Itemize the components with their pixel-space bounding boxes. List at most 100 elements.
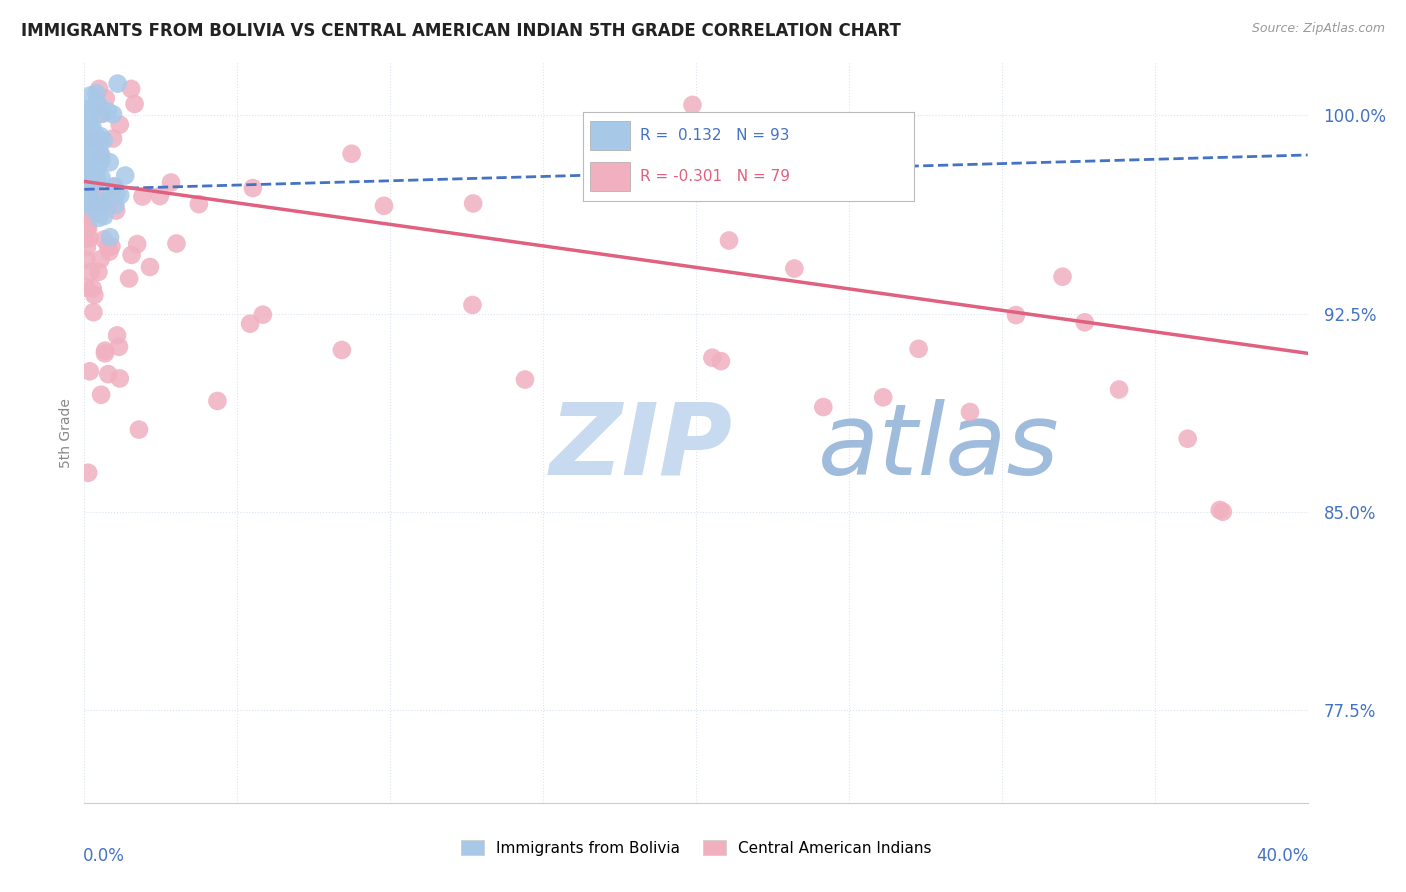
- Point: [80, 172, 103, 186]
- Point: [82, 137, 104, 152]
- Point: [77, 188, 100, 202]
- Point: [80, 171, 103, 186]
- Point: [94, 346, 117, 360]
- Point: [77, 136, 100, 150]
- Point: [84, 142, 107, 156]
- Point: [139, 260, 162, 274]
- Point: [94, 91, 117, 105]
- Point: [1177, 432, 1199, 446]
- Legend: Immigrants from Bolivia, Central American Indians: Immigrants from Bolivia, Central America…: [454, 834, 938, 862]
- Point: [93, 133, 115, 147]
- Point: [872, 390, 894, 404]
- Point: [463, 196, 485, 211]
- Point: [87, 265, 110, 279]
- Point: [87, 211, 110, 225]
- Point: [80, 170, 103, 185]
- Point: [80, 177, 103, 191]
- Point: [373, 199, 395, 213]
- Point: [86, 87, 108, 101]
- Point: [187, 197, 209, 211]
- Point: [907, 342, 929, 356]
- Point: [73, 143, 96, 157]
- Point: [84, 184, 107, 198]
- Point: [682, 98, 704, 112]
- Point: [79, 186, 101, 201]
- Point: [80, 176, 103, 190]
- Point: [166, 236, 188, 251]
- Point: [98, 244, 121, 259]
- Point: [76, 182, 98, 196]
- Text: 0.0%: 0.0%: [83, 847, 125, 865]
- Point: [959, 405, 981, 419]
- Point: [80, 88, 103, 103]
- Point: [110, 188, 132, 202]
- Point: [82, 196, 104, 211]
- Text: R = -0.301   N = 79: R = -0.301 N = 79: [640, 169, 790, 184]
- Point: [77, 221, 100, 235]
- Point: [86, 173, 108, 187]
- Point: [83, 288, 105, 302]
- Point: [80, 124, 103, 138]
- Point: [77, 127, 100, 141]
- Point: [124, 97, 146, 112]
- Point: [86, 128, 108, 143]
- Point: [108, 371, 131, 385]
- Point: [82, 120, 104, 134]
- Point: [80, 172, 103, 186]
- Point: [84, 171, 107, 186]
- Point: [79, 191, 101, 205]
- Point: [79, 162, 101, 177]
- Point: [76, 167, 98, 181]
- Point: [127, 237, 149, 252]
- Point: [702, 351, 724, 365]
- Point: [90, 170, 112, 185]
- Point: [82, 145, 104, 160]
- Point: [77, 150, 100, 164]
- Point: [1212, 505, 1234, 519]
- FancyBboxPatch shape: [591, 121, 630, 150]
- Point: [83, 128, 105, 143]
- Point: [79, 195, 101, 210]
- Point: [87, 155, 110, 169]
- Text: IMMIGRANTS FROM BOLIVIA VS CENTRAL AMERICAN INDIAN 5TH GRADE CORRELATION CHART: IMMIGRANTS FROM BOLIVIA VS CENTRAL AMERI…: [21, 22, 901, 40]
- Point: [242, 181, 264, 195]
- Point: [90, 252, 112, 267]
- Point: [75, 121, 97, 136]
- Point: [80, 265, 103, 279]
- Point: [80, 201, 103, 215]
- Point: [77, 185, 100, 199]
- Point: [118, 271, 141, 285]
- Point: [75, 169, 97, 183]
- Point: [93, 232, 115, 246]
- Point: [73, 117, 96, 131]
- Point: [80, 153, 103, 168]
- Point: [101, 107, 124, 121]
- Text: R =  0.132   N = 93: R = 0.132 N = 93: [640, 128, 789, 143]
- Point: [87, 98, 110, 112]
- Point: [75, 145, 97, 160]
- Point: [101, 131, 124, 145]
- Point: [75, 104, 97, 119]
- Point: [340, 146, 363, 161]
- Point: [783, 261, 806, 276]
- Point: [1209, 503, 1232, 517]
- Point: [97, 239, 120, 253]
- Text: ZIP: ZIP: [550, 399, 733, 496]
- Point: [1108, 383, 1130, 397]
- Point: [114, 169, 136, 183]
- Point: [97, 367, 120, 381]
- Point: [75, 252, 97, 267]
- Point: [120, 82, 142, 96]
- Text: atlas: atlas: [818, 399, 1060, 496]
- Point: [89, 82, 111, 96]
- Point: [98, 190, 121, 204]
- Point: [77, 176, 100, 190]
- Point: [108, 118, 131, 132]
- Point: [80, 209, 103, 223]
- Point: [93, 209, 115, 223]
- Point: [76, 220, 98, 235]
- Point: [86, 193, 108, 207]
- Point: [97, 104, 120, 119]
- Point: [79, 127, 101, 141]
- FancyBboxPatch shape: [591, 162, 630, 191]
